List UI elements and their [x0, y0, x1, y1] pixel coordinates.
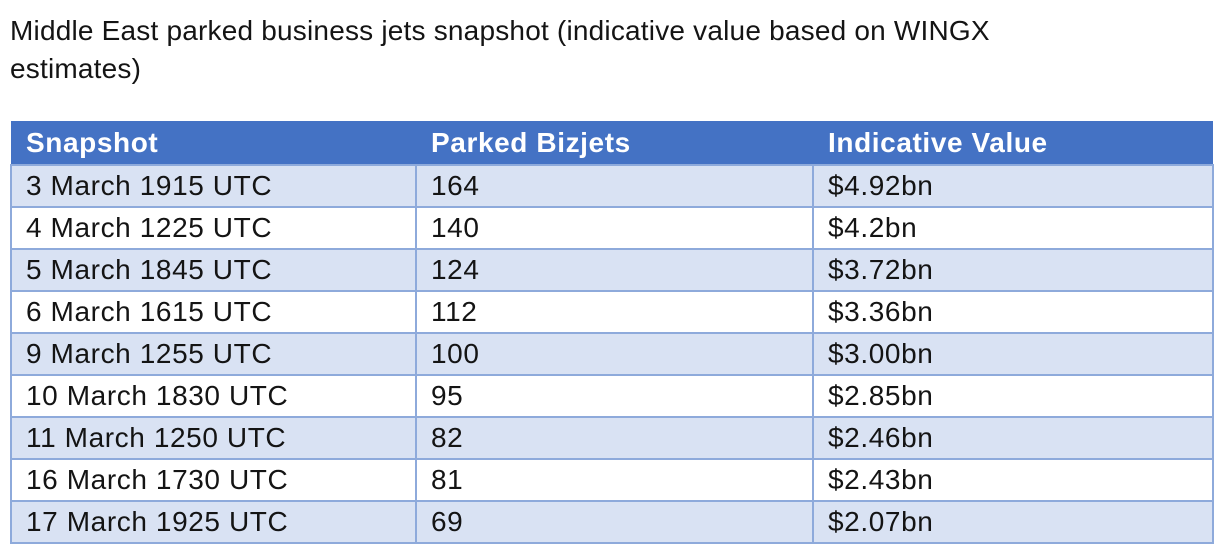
- table-row: 9 March 1255 UTC 100 $3.00bn: [10, 332, 1214, 376]
- table-row: 3 March 1915 UTC 164 $4.92bn: [10, 164, 1214, 208]
- page-title: Middle East parked business jets snapsho…: [10, 15, 990, 84]
- cell-indicative-value: $3.72bn: [812, 248, 1214, 292]
- cell-snapshot: 17 March 1925 UTC: [10, 500, 417, 544]
- cell-snapshot: 10 March 1830 UTC: [10, 374, 417, 418]
- cell-indicative-value: $2.07bn: [812, 500, 1214, 544]
- column-header-indicative-value: Indicative Value: [813, 121, 1213, 165]
- cell-parked-bizjets: 112: [415, 290, 814, 334]
- cell-snapshot: 3 March 1915 UTC: [10, 164, 417, 208]
- cell-parked-bizjets: 82: [415, 416, 814, 460]
- cell-parked-bizjets: 81: [415, 458, 814, 502]
- cell-snapshot: 9 March 1255 UTC: [10, 332, 417, 376]
- cell-indicative-value: $4.2bn: [812, 206, 1214, 250]
- cell-indicative-value: $3.36bn: [812, 290, 1214, 334]
- cell-parked-bizjets: 140: [415, 206, 814, 250]
- column-header-parked-bizjets: Parked Bizjets: [416, 121, 813, 165]
- cell-parked-bizjets: 164: [415, 164, 814, 208]
- cell-snapshot: 16 March 1730 UTC: [10, 458, 417, 502]
- cell-indicative-value: $2.46bn: [812, 416, 1214, 460]
- table-header-row: Snapshot Parked Bizjets Indicative Value: [11, 121, 1213, 165]
- cell-snapshot: 11 March 1250 UTC: [10, 416, 417, 460]
- table-row: 6 March 1615 UTC 112 $3.36bn: [10, 290, 1214, 334]
- table-row: 16 March 1730 UTC 81 $2.43bn: [10, 458, 1214, 502]
- table-row: 17 March 1925 UTC 69 $2.07bn: [10, 500, 1214, 544]
- parked-bizjets-table: Snapshot Parked Bizjets Indicative Value…: [10, 121, 1214, 544]
- cell-indicative-value: $4.92bn: [812, 164, 1214, 208]
- table-row: 5 March 1845 UTC 124 $3.72bn: [10, 248, 1214, 292]
- cell-snapshot: 4 March 1225 UTC: [10, 206, 417, 250]
- cell-snapshot: 6 March 1615 UTC: [10, 290, 417, 334]
- table-row: 11 March 1250 UTC 82 $2.46bn: [10, 416, 1214, 460]
- cell-indicative-value: $2.43bn: [812, 458, 1214, 502]
- cell-indicative-value: $3.00bn: [812, 332, 1214, 376]
- cell-parked-bizjets: 69: [415, 500, 814, 544]
- table-row: 10 March 1830 UTC 95 $2.85bn: [10, 374, 1214, 418]
- cell-parked-bizjets: 124: [415, 248, 814, 292]
- table-row: 4 March 1225 UTC 140 $4.2bn: [10, 206, 1214, 250]
- cell-indicative-value: $2.85bn: [812, 374, 1214, 418]
- column-header-snapshot: Snapshot: [11, 121, 416, 165]
- cell-parked-bizjets: 100: [415, 332, 814, 376]
- cell-snapshot: 5 March 1845 UTC: [10, 248, 417, 292]
- cell-parked-bizjets: 95: [415, 374, 814, 418]
